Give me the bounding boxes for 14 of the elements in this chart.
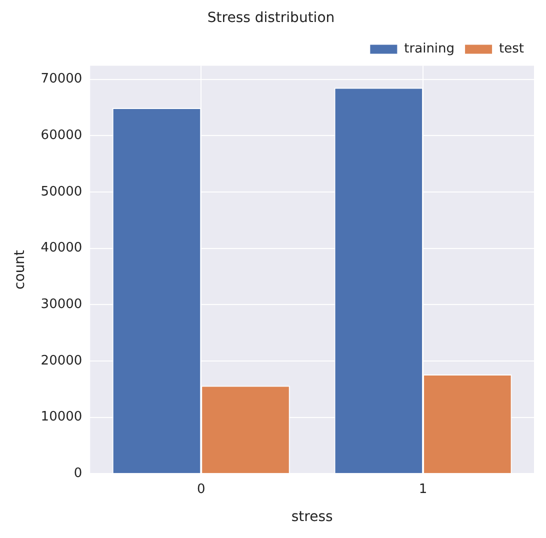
y-tick-label: 60000 [40,128,82,144]
y-tick-label: 20000 [40,353,82,368]
y-tick-label: 30000 [40,296,82,312]
x-tick-label: 1 [418,482,428,497]
chart-title: Stress distribution [207,10,335,26]
x-axis-title: stress [291,509,333,526]
y-tick-label: 70000 [40,72,82,87]
y-tick-label: 40000 [40,240,82,256]
legend-label: test [499,42,524,57]
y-tick-label: 10000 [40,410,82,425]
y-axis-title: count [12,249,28,290]
y-tick-label: 0 [74,466,82,481]
legend-label: training [404,42,455,57]
y-tick-label: 50000 [40,184,82,200]
